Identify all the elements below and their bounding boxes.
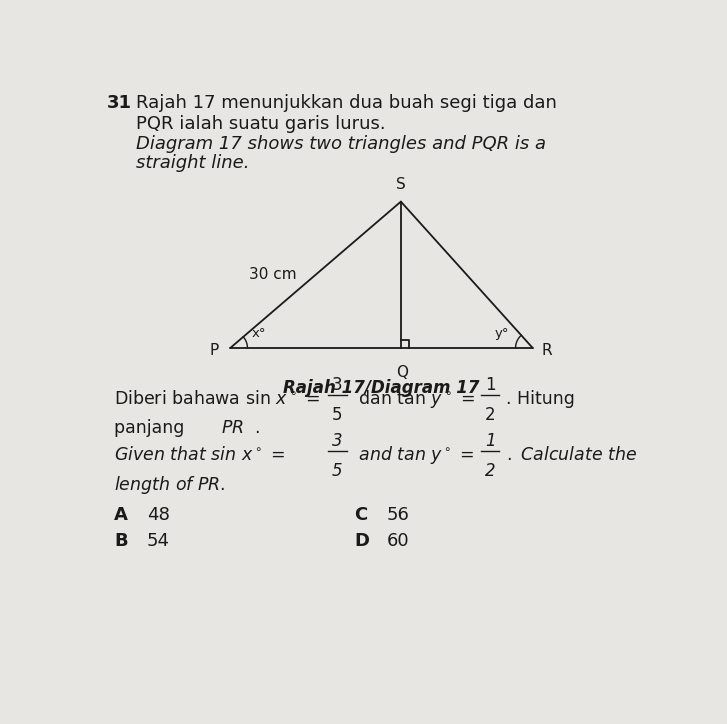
- Text: y°: y°: [495, 327, 510, 340]
- Text: Diagram 17 shows two triangles and PQR is a: Diagram 17 shows two triangles and PQR i…: [136, 135, 546, 153]
- Text: S: S: [396, 177, 406, 193]
- Text: $\mathit{and\ tan\ }$$\mathit{y}$$^\circ$ =: $\mathit{and\ tan\ }$$\mathit{y}$$^\circ…: [353, 445, 475, 466]
- Text: 30 cm: 30 cm: [249, 267, 296, 282]
- Text: Rajah 17/Diagram 17: Rajah 17/Diagram 17: [284, 379, 480, 397]
- Text: .: .: [254, 419, 259, 437]
- Text: 1: 1: [485, 432, 495, 450]
- Text: 5: 5: [332, 405, 342, 424]
- Text: 54: 54: [147, 532, 169, 550]
- Text: 2: 2: [485, 405, 495, 424]
- Text: R: R: [542, 343, 553, 358]
- Text: straight line.: straight line.: [136, 154, 249, 172]
- Text: B: B: [114, 532, 128, 550]
- Text: A: A: [114, 506, 128, 524]
- Text: 48: 48: [147, 506, 169, 524]
- Text: 3: 3: [332, 376, 342, 394]
- Text: $\mathit{length\ of\ PR.}$: $\mathit{length\ of\ PR.}$: [114, 473, 225, 496]
- Text: Rajah 17 menunjukkan dua buah segi tiga dan: Rajah 17 menunjukkan dua buah segi tiga …: [136, 94, 557, 111]
- Text: x°: x°: [252, 327, 267, 340]
- Text: 2: 2: [485, 462, 495, 480]
- Text: panjang: panjang: [114, 419, 190, 437]
- Text: 5: 5: [332, 462, 342, 480]
- Text: C: C: [354, 506, 368, 524]
- Text: dan tan $y^\circ$ =: dan tan $y^\circ$ =: [353, 388, 475, 410]
- Text: Q: Q: [396, 365, 409, 380]
- Text: P: P: [209, 343, 219, 358]
- Text: $\mathit{.\ Calculate\ the}$: $\mathit{.\ Calculate\ the}$: [505, 446, 637, 464]
- Text: . Hitung: . Hitung: [505, 390, 574, 408]
- Text: $\mathit{PR}$: $\mathit{PR}$: [221, 419, 244, 437]
- Text: PQR ialah suatu garis lurus.: PQR ialah suatu garis lurus.: [136, 114, 385, 132]
- Text: $\mathit{Given\ that\ sin\ }$$\mathit{x}$$^\circ$ =: $\mathit{Given\ that\ sin\ }$$\mathit{x}…: [114, 446, 285, 464]
- Text: Diberi bahawa sin $x^\circ$ =: Diberi bahawa sin $x^\circ$ =: [114, 390, 320, 408]
- Text: 3: 3: [332, 432, 342, 450]
- Text: D: D: [354, 532, 369, 550]
- Text: 56: 56: [387, 506, 410, 524]
- Text: 1: 1: [485, 376, 495, 394]
- Text: 60: 60: [387, 532, 409, 550]
- Text: 31: 31: [106, 94, 132, 111]
